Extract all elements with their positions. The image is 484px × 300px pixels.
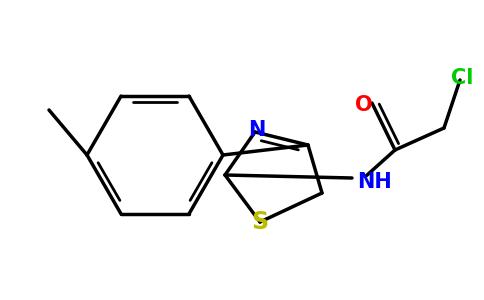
Text: Cl: Cl — [451, 68, 473, 88]
Text: NH: NH — [357, 172, 392, 192]
Text: S: S — [251, 210, 269, 234]
Text: N: N — [248, 120, 266, 140]
Text: O: O — [355, 95, 373, 115]
